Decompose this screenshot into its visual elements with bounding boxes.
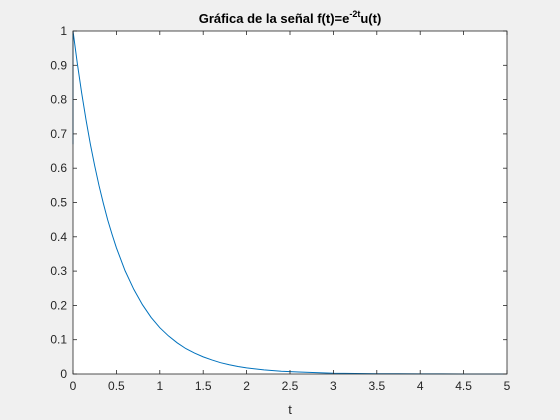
x-tick-label-2: 1 xyxy=(156,379,163,393)
x-tick-label-0: 0 xyxy=(70,379,77,393)
x-tick-label-4: 2 xyxy=(243,379,250,393)
chart-title: Gráfica de la señal f(t)=e-2tu(t) xyxy=(199,9,382,26)
x-tick-label-5: 2.5 xyxy=(282,379,299,393)
x-tick-label-3: 1.5 xyxy=(195,379,212,393)
y-tick-label-2: 0.2 xyxy=(50,298,67,312)
series-line-0 xyxy=(72,30,508,375)
y-axis: 0 0.1 0.2 0.3 0.4 0.5 0.6 0.7 0.8 0.9 1 xyxy=(50,24,507,381)
x-tick-label-7: 3.5 xyxy=(368,379,385,393)
y-tick-label-6: 0.6 xyxy=(50,161,67,175)
y-tick-label-0: 0 xyxy=(60,367,67,381)
x-axis-label: t xyxy=(288,402,292,417)
curve-layer xyxy=(72,30,508,375)
y-tick-label-1: 0.1 xyxy=(50,333,67,347)
x-tick-label-6: 3 xyxy=(330,379,337,393)
chart-title-prefix: Gráfica de la señal f(t)=e xyxy=(199,11,350,26)
x-tick-label-10: 5 xyxy=(504,379,511,393)
x-tick-label-9: 4.5 xyxy=(455,379,472,393)
x-axis: 0 0.5 1 1.5 2 2.5 3 3.5 4 4.5 5 xyxy=(70,31,511,393)
y-tick-label-10: 1 xyxy=(60,24,67,38)
chart-title-suffix: u(t) xyxy=(360,11,381,26)
plot-area xyxy=(73,31,507,374)
y-tick-label-9: 0.9 xyxy=(50,58,67,72)
x-tick-label-1: 0.5 xyxy=(108,379,125,393)
x-tick-label-8: 4 xyxy=(417,379,424,393)
chart-title-superscript: -2t xyxy=(349,9,360,19)
y-tick-label-5: 0.5 xyxy=(50,196,67,210)
y-tick-label-8: 0.8 xyxy=(50,93,67,107)
y-tick-label-3: 0.3 xyxy=(50,264,67,278)
y-tick-label-7: 0.7 xyxy=(50,127,67,141)
y-tick-label-4: 0.4 xyxy=(50,230,67,244)
